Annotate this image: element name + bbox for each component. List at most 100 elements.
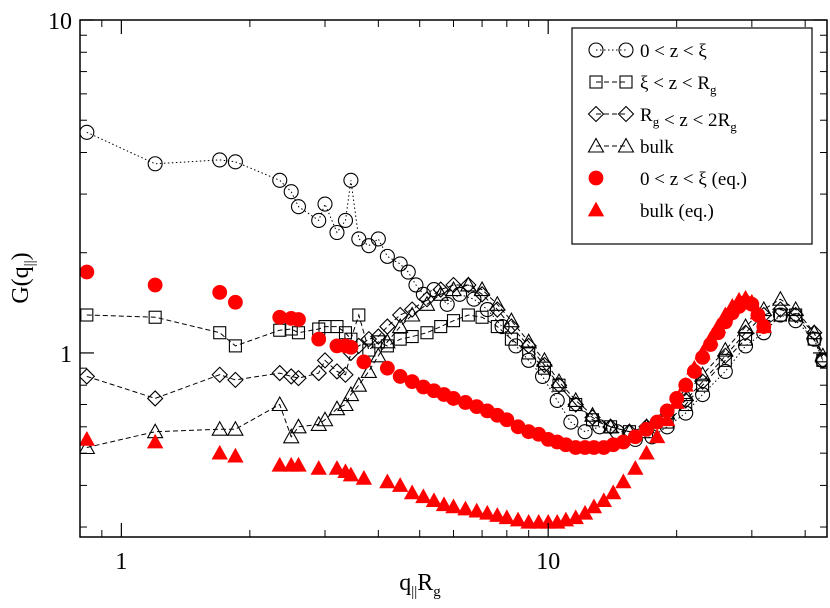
series-0-point <box>466 291 482 307</box>
legend-marker <box>587 137 605 153</box>
series-3-point <box>550 373 568 389</box>
series-5-point <box>342 466 360 482</box>
series-1-point <box>461 308 475 322</box>
series-5-point <box>479 504 496 520</box>
series-5-point <box>355 470 373 485</box>
series-5-point <box>648 428 666 444</box>
legend-marker <box>618 42 634 58</box>
series-5-point <box>658 411 676 427</box>
series-4-point <box>499 412 515 428</box>
series-2-point <box>80 368 96 385</box>
series-2-point <box>290 369 307 387</box>
series-4-point <box>228 294 243 310</box>
series-5-point <box>391 477 409 492</box>
series-0-point <box>370 231 386 247</box>
series-3-point <box>316 411 334 427</box>
series-0-point <box>549 392 565 408</box>
series-3-point <box>459 276 477 292</box>
series-5-point <box>271 456 288 472</box>
series-5-point <box>668 394 685 409</box>
series-0-point <box>272 172 288 188</box>
series-0-point <box>426 282 442 298</box>
series-1-point <box>405 330 419 344</box>
series-2-point <box>445 276 462 294</box>
series-5-point <box>509 511 527 527</box>
series-0-point <box>227 154 243 170</box>
series-1-point <box>434 320 448 334</box>
series-5-point <box>520 513 537 529</box>
series-0-point <box>343 172 359 188</box>
series-0-point <box>317 196 333 212</box>
series-5-point <box>709 318 727 333</box>
series-2-point <box>337 366 354 384</box>
series-3-point <box>328 400 346 416</box>
legend-marker <box>617 105 635 123</box>
series-3-point <box>473 280 491 297</box>
legend: 0 < z < ξ ξ < z < Rg Rg < z < 2Rg bulk 0 < z… <box>571 27 813 245</box>
series-1-point <box>696 378 710 392</box>
series-0-point <box>80 124 95 140</box>
series-0-point <box>577 424 593 440</box>
series-5-point <box>425 492 443 508</box>
x-axis-label: q||Rg <box>399 570 441 600</box>
series-2-line <box>86 284 824 433</box>
series-5-point <box>743 293 761 309</box>
series-3-point <box>271 395 289 412</box>
legend-marker <box>589 75 603 89</box>
series-3-point <box>584 406 601 422</box>
series-0-point <box>508 338 524 354</box>
series-4-point <box>311 331 327 347</box>
series-5-point <box>694 344 711 360</box>
series-4-point <box>212 284 228 300</box>
series-2-point <box>503 318 520 335</box>
series-1-point <box>80 308 94 322</box>
legend-entry-0: 0 < z < ξ <box>588 41 707 62</box>
series-0-point <box>351 231 367 247</box>
series-3-line <box>86 284 824 448</box>
y-tick-label: 10 <box>48 9 72 35</box>
series-1-point <box>291 326 306 340</box>
series-2-point <box>360 330 378 348</box>
legend-label: 0 < z < ξ (eq.) <box>640 169 747 190</box>
series-2-point <box>772 301 789 318</box>
series-2-point <box>391 306 409 324</box>
series-5-point <box>627 460 644 475</box>
series-2-point <box>403 301 421 318</box>
series-5-point <box>677 376 694 392</box>
series-0-point <box>452 286 468 302</box>
series-5-point <box>290 456 307 472</box>
x-tick-label: 1 <box>115 549 127 575</box>
legend-marker <box>588 42 604 58</box>
legend-label: Rg < z < 2Rg <box>640 105 737 134</box>
legend-label: ξ < z < Rg <box>640 73 717 97</box>
series-5-point <box>755 318 772 333</box>
series-1-point <box>475 310 489 324</box>
series-1-point <box>739 332 753 346</box>
series-1-point <box>352 308 366 322</box>
series-5-point <box>686 359 703 375</box>
series-2-point <box>584 409 601 426</box>
series-3-point <box>432 285 450 301</box>
series-3-point <box>520 333 538 349</box>
series-0-point <box>439 296 455 312</box>
series-0-line <box>86 131 824 440</box>
legend-entry-5: bulk (eq.) <box>587 201 714 222</box>
series-1-point <box>537 361 551 375</box>
series-5-point <box>717 306 734 322</box>
series-2-point <box>489 301 506 318</box>
series-3-point <box>211 420 229 436</box>
series-3-point <box>418 295 436 311</box>
series-5 <box>80 289 772 529</box>
series-0-point <box>400 264 416 280</box>
series-0-point <box>788 313 804 329</box>
series-5-point <box>468 502 485 518</box>
series-3-point <box>391 317 409 334</box>
series-2-point <box>271 364 289 382</box>
series-0-point <box>311 212 327 228</box>
legend-entry-1: ξ < z < Rg <box>589 73 717 97</box>
series-0-point <box>212 152 228 168</box>
series-1-point <box>718 353 732 367</box>
legend-entry-3: bulk <box>587 137 674 158</box>
series-1-point <box>816 353 827 367</box>
